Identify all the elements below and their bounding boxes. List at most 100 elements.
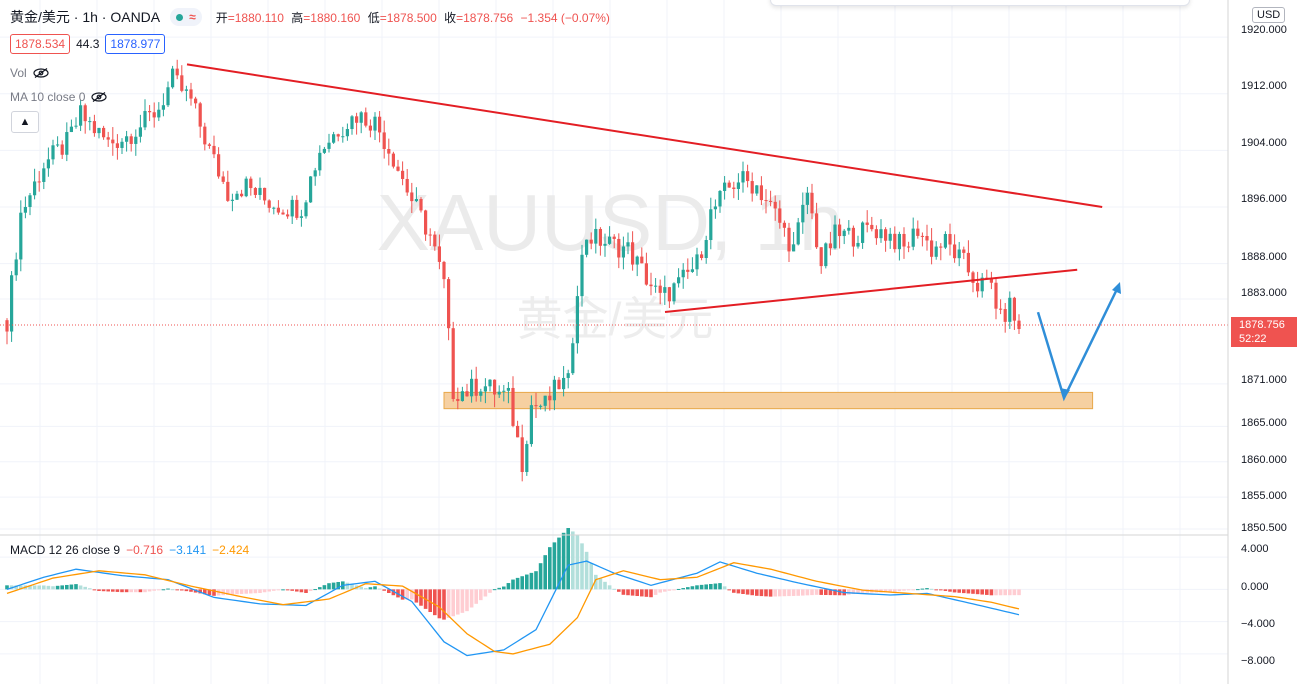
- demand-zone: [443, 391, 1094, 410]
- candle-body: [46, 159, 50, 169]
- candle-body: [161, 105, 165, 110]
- macd-histogram-bar: [78, 585, 83, 590]
- macd-histogram-bar: [649, 589, 653, 598]
- market-open-icon: [176, 13, 184, 21]
- macd-histogram-bar: [943, 589, 948, 591]
- candle-body: [700, 254, 704, 259]
- candle-body: [410, 192, 414, 202]
- currency-button[interactable]: USD: [1252, 7, 1286, 23]
- status-pill[interactable]: ≈: [170, 8, 202, 26]
- buy-price-button[interactable]: 1878.977: [105, 34, 166, 54]
- symbol-header: 黄金/美元 · 1h · OANDA ≈ 开=1880.110 高=1880.1…: [10, 6, 614, 28]
- macd-histogram-bar: [713, 583, 718, 590]
- candle-body: [424, 210, 428, 235]
- approx-icon: ≈: [189, 10, 196, 24]
- macd-hist-value: −0.716: [126, 543, 164, 557]
- last-price-tag: 1878.756 52:22: [1231, 317, 1297, 347]
- macd-histogram-bar: [814, 589, 819, 595]
- candle-body: [865, 222, 869, 225]
- price-tick: 1865.000: [1241, 417, 1287, 429]
- candle-body: [585, 239, 589, 255]
- ma-indicator-row[interactable]: MA 10 close 0: [10, 90, 107, 104]
- macd-histogram-bar: [557, 537, 561, 590]
- candle-body: [562, 377, 566, 390]
- macd-histogram-bar: [998, 589, 1003, 596]
- candle-body: [304, 202, 308, 217]
- macd-histogram-bar: [805, 589, 810, 596]
- candle-body: [336, 134, 340, 137]
- candle-body: [911, 228, 915, 247]
- candle-body: [580, 254, 584, 297]
- macd-histogram-bar: [336, 581, 340, 590]
- candle-body: [350, 116, 354, 130]
- macd-histogram-bar: [230, 589, 235, 595]
- macd-histogram-bar: [331, 582, 336, 590]
- macd-histogram-bar: [249, 589, 253, 594]
- candle-body: [396, 166, 400, 171]
- macd-histogram-bar: [722, 586, 727, 590]
- macd-histogram-bar: [465, 589, 469, 612]
- macd-histogram-bar: [561, 532, 566, 590]
- macd-histogram-bar: [479, 589, 483, 601]
- volume-indicator-row[interactable]: Vol: [10, 66, 49, 80]
- macd-histogram-bar: [166, 588, 170, 590]
- candle-body: [727, 182, 731, 188]
- eye-hidden-icon[interactable]: [33, 68, 49, 78]
- macd-histogram-bar: [801, 589, 805, 596]
- candle-body: [612, 236, 616, 239]
- symbol-title[interactable]: 黄金/美元 · 1h · OANDA: [10, 9, 161, 25]
- macd-histogram-bar: [934, 589, 938, 591]
- candle-body: [603, 243, 607, 246]
- candle-body: [368, 125, 372, 131]
- macd-histogram-bar: [640, 589, 644, 597]
- candle-body: [479, 391, 483, 396]
- macd-histogram-bar: [382, 589, 386, 591]
- candle-body: [184, 89, 188, 91]
- candle-body: [626, 242, 630, 247]
- macd-histogram-bar: [856, 589, 860, 594]
- macd-histogram-bar: [474, 589, 478, 604]
- macd-histogram-bar: [212, 589, 216, 596]
- macd-histogram-bar: [170, 589, 175, 591]
- macd-histogram-bar: [695, 585, 699, 590]
- candle-body: [92, 121, 96, 134]
- candle-body: [442, 261, 446, 280]
- macd-histogram-bar: [948, 589, 952, 592]
- macd-histogram-bar: [791, 589, 796, 596]
- macd-histogram-bar: [663, 589, 667, 592]
- macd-histogram-bar: [589, 563, 593, 590]
- macd-histogram-bar: [446, 589, 451, 618]
- support-trendline: [664, 268, 1078, 314]
- candle-body: [65, 132, 69, 155]
- candle-body: [276, 207, 280, 213]
- arrow-head-up: [1112, 282, 1121, 294]
- candle-body: [520, 437, 524, 473]
- collapse-legend-button[interactable]: ▲: [11, 111, 39, 133]
- macd-histogram-bar: [511, 579, 515, 590]
- macd-histogram-bar: [226, 589, 230, 595]
- price-tick: 1904.000: [1241, 137, 1287, 149]
- last-price-value: 1878.756: [1239, 319, 1285, 331]
- sell-price-button[interactable]: 1878.534: [10, 34, 71, 54]
- candle-body: [838, 224, 842, 237]
- macd-histogram-bar: [364, 588, 368, 590]
- macd-histogram-bar: [787, 589, 791, 597]
- macd-histogram-bar: [97, 589, 101, 591]
- macd-histogram-bar: [37, 585, 41, 590]
- macd-legend[interactable]: MACD 12 26 close 9 −0.716 −3.141 −2.424: [10, 543, 249, 557]
- macd-histogram-bar: [690, 586, 695, 590]
- candle-body: [5, 320, 9, 332]
- candle-body: [631, 242, 635, 265]
- candle-body: [893, 233, 897, 250]
- macd-histogram-bar: [60, 585, 64, 590]
- candle-body: [635, 256, 639, 265]
- volume-label: Vol: [10, 66, 27, 80]
- macd-histogram-bar: [368, 587, 373, 590]
- eye-hidden-icon[interactable]: [91, 92, 107, 102]
- candle-body: [819, 247, 823, 267]
- macd-histogram-bar: [377, 588, 382, 590]
- macd-histogram-bar: [644, 589, 649, 597]
- macd-histogram-bar: [161, 589, 166, 591]
- price-tick: 1888.000: [1241, 251, 1287, 263]
